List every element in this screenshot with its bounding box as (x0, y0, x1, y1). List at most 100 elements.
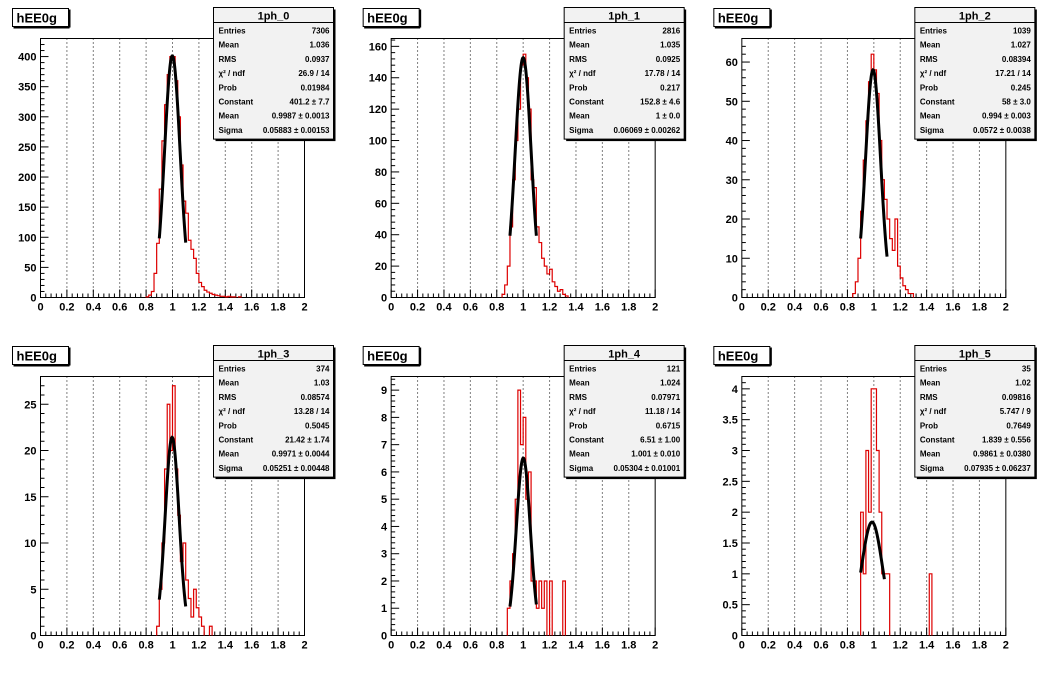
pad-label: hEE0g (362, 346, 422, 367)
stats-value: 0.0572 ± 0.0038 (973, 126, 1031, 135)
stats-value: 0.9987 ± 0.0013 (272, 112, 330, 121)
stats-value: 0.07935 ± 0.06237 (964, 464, 1031, 473)
x-tick-label: 1.6 (595, 640, 610, 652)
x-tick-label: 1.2 (191, 302, 206, 314)
stats-label: χ² / ndf (219, 69, 246, 78)
x-tick-label: 2 (301, 302, 307, 314)
x-tick-label: 0.2 (59, 640, 74, 652)
y-tick-label: 4 (381, 521, 388, 533)
stats-panel (914, 7, 1036, 140)
x-tick-label: 1.4 (919, 302, 935, 314)
y-tick-label: 0.5 (723, 600, 738, 612)
histogram-pad-5: 0 0.2 0.4 0.6 0.8 1 1.2 1.4 1.6 1.8 2 0 0.5 1 1.5 2 2.5 3… (713, 345, 1037, 652)
pad-label: hEE0g (713, 8, 772, 29)
stats-label: Entries (569, 365, 597, 374)
y-tick-label: 350 (18, 82, 36, 94)
stats-label: Prob (569, 83, 587, 92)
x-tick-label: 0 (739, 302, 745, 314)
stats-label: χ² / ndf (569, 69, 596, 78)
y-tick-label: 1 (732, 569, 738, 581)
y-tick-label: 15 (24, 492, 36, 504)
pad-label: hEE0g (362, 8, 422, 29)
stats-value: 0.245 (1011, 83, 1032, 92)
y-tick-label: 60 (375, 198, 387, 210)
stats-box: 1ph_2 Entries 1039 Mean 1.027 RMS 0.08394 χ² / … (914, 7, 1037, 142)
histogram-pad-3: 0 0.2 0.4 0.6 0.8 1 1.2 1.4 1.6 1.8 20510152025hEE… (12, 345, 336, 652)
stats-panel (213, 7, 334, 140)
x-tick-label: 1.4 (568, 640, 584, 652)
y-tick-label: 0 (732, 631, 738, 643)
stats-value: 0.05883 ± 0.00153 (263, 126, 330, 135)
stats-value: 0.9861 ± 0.0380 (973, 450, 1031, 459)
stats-label: Mean (219, 112, 240, 121)
stats-label: Mean (569, 112, 590, 121)
stats-label: RMS (569, 55, 587, 64)
stats-value: 1.02 (1015, 379, 1031, 388)
y-tick-label: 100 (18, 232, 36, 244)
y-tick-label: 0 (381, 293, 387, 305)
pad-label-text: hEE0g (367, 349, 408, 364)
stats-value: 152.8 ± 4.6 (640, 98, 681, 107)
stats-label: RMS (219, 393, 237, 402)
y-tick-label: 0 (381, 631, 387, 643)
histogram-pad-4: 0 0.2 0.4 0.6 0.8 1 1.2 1.4 1.6 1.8 2 0 1 2 3 4 5 6 7 8 9 hEE… (362, 345, 687, 652)
stats-label: Prob (920, 421, 938, 430)
pad-label-text: hEE0g (718, 349, 759, 364)
stats-box: 1ph_4 Entries 121 Mean 1.024 RMS 0.07971 χ² / n… (563, 345, 687, 480)
x-tick-label: 0 (388, 302, 394, 314)
x-tick-label: 2 (1003, 640, 1009, 652)
stats-label: χ² / ndf (920, 407, 947, 416)
y-tick-label: 1 (381, 603, 387, 615)
y-tick-label: 9 (381, 385, 387, 397)
stats-label: Mean (569, 379, 590, 388)
y-tick-label: 100 (369, 136, 387, 148)
stats-label: Entries (219, 27, 247, 36)
stats-box: 1ph_0 Entries 7306 Mean 1.036 RMS 0.0937 χ² / n… (213, 7, 336, 142)
stats-label: χ² / ndf (569, 407, 596, 416)
x-tick-label: 1.6 (595, 302, 610, 314)
stats-label: χ² / ndf (219, 407, 246, 416)
stats-value: 0.6715 (656, 421, 681, 430)
x-tick-label: 1.8 (270, 302, 285, 314)
stats-value: 17.21 / 14 (995, 69, 1031, 78)
stats-label: Prob (219, 83, 237, 92)
stats-value: 0.01984 (301, 83, 330, 92)
x-tick-label: 1 (871, 640, 877, 652)
stats-label: Constant (219, 436, 254, 445)
stats-label: Mean (569, 41, 590, 50)
stats-title: 1ph_3 (258, 349, 290, 361)
gaussian-fit-curve (157, 435, 188, 607)
x-tick-label: 1.4 (919, 640, 935, 652)
y-tick-label: 20 (375, 261, 387, 273)
y-tick-label: 3.5 (723, 415, 738, 427)
x-tick-label: 0.6 (463, 640, 478, 652)
stats-title: 1ph_2 (959, 11, 991, 23)
x-tick-label: 0 (37, 640, 43, 652)
x-tick-label: 1 (520, 640, 526, 652)
y-tick-label: 3 (732, 446, 738, 458)
x-tick-label: 0.4 (787, 640, 803, 652)
x-tick-label: 0.6 (813, 302, 828, 314)
stats-value: 0.9971 ± 0.0044 (272, 450, 330, 459)
stats-value: 35 (1022, 365, 1031, 374)
stats-label: Prob (219, 421, 237, 430)
x-tick-label: 0 (37, 302, 43, 314)
x-tick-label: 0.6 (463, 302, 478, 314)
x-tick-label: 0.6 (112, 640, 127, 652)
stats-label: Prob (569, 421, 587, 430)
x-tick-label: 0.8 (489, 302, 504, 314)
x-tick-label: 1 (871, 302, 877, 314)
stats-value: 58 ± 3.0 (1002, 98, 1031, 107)
stats-label: Sigma (219, 126, 244, 135)
stats-value: 7306 (312, 27, 330, 36)
y-tick-label: 50 (24, 262, 36, 274)
histogram-pad-0: 0 0.2 0.4 0.6 0.8 1 1.2 1.4 1.6 1.8 2 0 50 100 150 200 2… (12, 7, 336, 314)
gaussian-fit-curve (859, 68, 889, 257)
stats-value: 0.0925 (656, 55, 681, 64)
x-tick-label: 0.6 (813, 640, 828, 652)
stats-value: 1.035 (660, 41, 681, 50)
stats-title: 1ph_4 (608, 349, 641, 361)
stats-value: 21.42 ± 1.74 (285, 436, 330, 445)
stats-label: Mean (920, 379, 941, 388)
y-tick-label: 60 (726, 57, 738, 69)
